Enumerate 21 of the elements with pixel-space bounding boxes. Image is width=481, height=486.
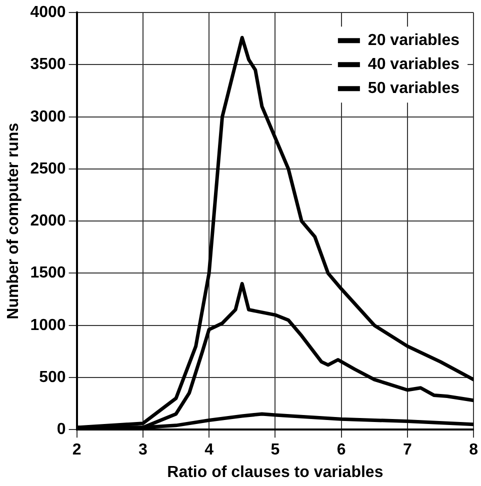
y-tick-label: 3000 [30,108,66,126]
legend-label: 50 variables [368,80,460,98]
x-tick-label: 6 [336,442,346,459]
x-tick-label: 7 [402,442,412,459]
y-axis-title: Number of computer runs [5,122,22,320]
y-tick-label: 2000 [30,212,66,230]
x-tick-label: 5 [270,442,280,459]
y-tick-label: 500 [39,368,66,386]
y-tick-label: 1500 [30,264,66,282]
x-tick-label: 8 [469,442,478,459]
x-tick-label: 3 [138,442,148,459]
x-axis-title: Ratio of clauses to variables [167,464,384,481]
legend-label: 40 variables [368,56,460,74]
y-tick-label: 4000 [30,4,66,22]
y-tick-label: 3500 [30,56,66,74]
x-tick-label: 2 [72,442,82,459]
x-tick-label: 4 [204,442,214,459]
legend-label: 20 variables [368,32,460,50]
y-tick-label: 1000 [30,316,66,334]
y-tick-label: 2500 [30,160,66,178]
y-tick-label: 0 [56,421,66,438]
